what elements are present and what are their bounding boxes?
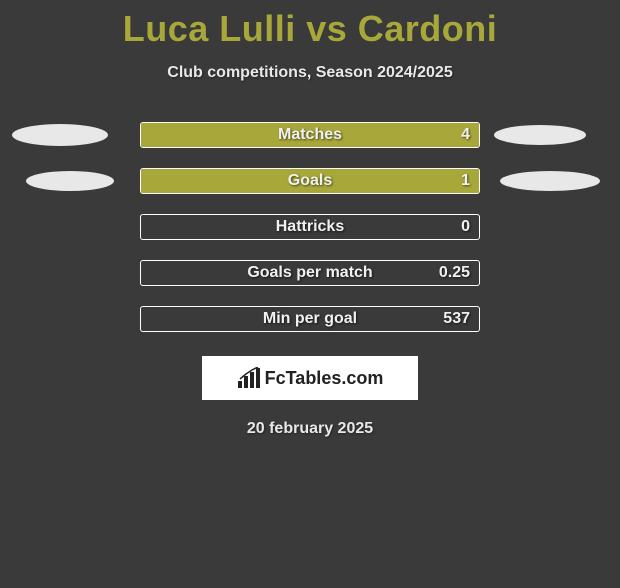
- stat-row: Goals per match0.25: [0, 250, 620, 296]
- stat-row: Hattricks0: [0, 204, 620, 250]
- left-ellipse: [26, 171, 114, 191]
- stat-row: Goals1: [0, 158, 620, 204]
- date-label: 20 february 2025: [0, 420, 620, 438]
- logo-text: FcTables.com: [265, 368, 384, 389]
- bar-track: [140, 306, 480, 332]
- right-ellipse: [494, 125, 586, 145]
- stat-row: Min per goal537: [0, 296, 620, 342]
- bar-fill: [141, 123, 479, 147]
- comparison-chart: Matches4Goals1Hattricks0Goals per match0…: [0, 112, 620, 342]
- bar-track: [140, 214, 480, 240]
- stat-row: Matches4: [0, 112, 620, 158]
- chart-icon: [237, 367, 261, 389]
- bar-track: [140, 122, 480, 148]
- page-title: Luca Lulli vs Cardoni: [0, 8, 620, 50]
- logo-box: FcTables.com: [202, 356, 418, 400]
- bar-track: [140, 260, 480, 286]
- bar-fill: [141, 169, 479, 193]
- page-subtitle: Club competitions, Season 2024/2025: [0, 64, 620, 82]
- bar-track: [140, 168, 480, 194]
- left-ellipse: [12, 124, 108, 146]
- right-ellipse: [500, 171, 600, 191]
